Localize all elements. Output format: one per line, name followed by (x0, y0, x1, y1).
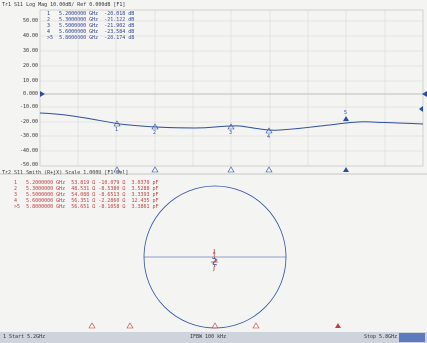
marker-4-icon[interactable] (265, 127, 273, 134)
marker-freq: 5.6000000 GHz (59, 29, 99, 35)
marker-freq: 5.8000000 GHz (59, 35, 99, 41)
marker-resistance: 56.651 Ω (71, 204, 96, 210)
smith-stimulus-marker-1-icon[interactable] (88, 322, 96, 329)
marker-reactance: -8.5380 Ω (98, 186, 126, 192)
marker-readout-2: 2 5.3000000 GHz -21.122 dB (47, 17, 134, 23)
marker-capacitance: 3.0370 pF (131, 180, 159, 186)
marker-resistance: 56.351 Ω (71, 198, 96, 204)
marker-freq: 5.5000000 GHz (26, 192, 66, 198)
smith-stimulus-marker-4-icon[interactable] (252, 322, 260, 329)
marker-tag: 2 (153, 130, 156, 136)
marker-id: 3 (47, 23, 51, 29)
marker-capacitance: 3.3861 pF (131, 204, 159, 210)
y-axis-label: 30.00 (22, 48, 38, 54)
scroll-right-arrow-icon[interactable] (419, 106, 423, 112)
marker-1-icon[interactable] (113, 120, 121, 127)
marker-readout-5: >5 5.8000000 GHz -20.174 dB (47, 35, 134, 41)
marker-freq: 5.2000000 GHz (59, 11, 99, 17)
y-axis-label: 20.00 (22, 63, 38, 69)
marker-tag: 5 (344, 110, 347, 116)
marker-id: >5 (14, 204, 21, 210)
y-axis-label: -50.00 (19, 162, 38, 168)
marker-readout-1: 1 5.2000000 GHz -20.018 dB (47, 11, 134, 17)
marker-freq: 5.3000000 GHz (26, 186, 66, 192)
reference-level-arrow-right-icon[interactable] (422, 91, 427, 97)
smith-stimulus-marker-2-icon[interactable] (126, 322, 134, 329)
smith-stimulus-marker-5-icon[interactable] (335, 323, 341, 328)
status-bar: 1 Start 5.2GHz IFBW 100 kHz Stop 5.8GHz (0, 332, 427, 343)
marker-capacitance: 3.3393 pF (131, 192, 159, 198)
marker-freq: 5.5000000 GHz (59, 23, 99, 29)
marker-2-icon[interactable] (151, 123, 159, 130)
stimulus-marker-2-icon[interactable] (151, 166, 159, 173)
y-axis-label: 10.00 (22, 78, 38, 84)
y-axis-label: 50.00 (22, 18, 38, 24)
marker-value: -21.902 dB (104, 23, 135, 29)
smith-stimulus-marker-3-icon[interactable] (211, 322, 219, 329)
smith-marker-readout-2: 2 5.3000000 GHz 48.531 Ω -8.5380 Ω 3.528… (14, 186, 159, 192)
marker-freq: 5.6000000 GHz (26, 198, 66, 204)
marker-reactance: -8.6513 Ω (98, 192, 126, 198)
marker-readout-3: 3 5.5000000 GHz -21.902 dB (47, 23, 134, 29)
y-axis-label: -10.00 (19, 104, 38, 110)
y-axis-label: 40.00 (22, 33, 38, 39)
smith-marker-readout-4: 4 5.6000000 GHz 56.351 Ω -2.2860 Ω 12.43… (14, 198, 159, 204)
marker-id: 1 (14, 180, 18, 186)
marker-capacitance: 3.5288 pF (131, 186, 159, 192)
marker-freq: 5.3000000 GHz (59, 17, 99, 23)
if-bandwidth[interactable]: IFBW 100 kHz (190, 334, 227, 340)
marker-id: >5 (47, 35, 54, 41)
smith-s11-trace (211, 248, 218, 272)
y-axis-label: -40.00 (19, 148, 38, 154)
y-axis-label: -30.00 (19, 133, 38, 139)
marker-5-active-icon[interactable] (343, 116, 349, 121)
smith-marker-readout-3: 3 5.5000000 GHz 54.088 Ω -8.6513 Ω 3.339… (14, 192, 159, 198)
y-axis-label: -20.00 (19, 119, 38, 125)
stimulus-marker-1-icon[interactable] (113, 166, 121, 173)
marker-value: -20.174 dB (104, 35, 135, 41)
stop-frequency[interactable]: Stop 5.8GHz (364, 334, 398, 340)
smith-marker-readout-1: 1 5.2000000 GHz 53.819 Ω -10.079 Ω 3.037… (14, 180, 159, 186)
marker-value: -20.018 dB (104, 11, 135, 17)
stimulus-marker-3-icon[interactable] (227, 166, 235, 173)
marker-3-icon[interactable] (227, 123, 235, 130)
marker-resistance: 54.088 Ω (71, 192, 96, 198)
marker-reactance: -8.1058 Ω (98, 204, 126, 210)
logmag-plot-frame (39, 9, 424, 167)
marker-value: -23.584 dB (104, 29, 135, 35)
marker-id: 2 (47, 17, 51, 23)
marker-value: -21.122 dB (104, 17, 135, 23)
trace1-header: Tr1 S11 Log Mag 10.00dB/ Ref 0.000dB [F1… (2, 2, 126, 8)
reference-level-arrow-icon[interactable] (40, 91, 45, 97)
stimulus-marker-4-icon[interactable] (265, 166, 273, 173)
marker-tag: 3 (229, 130, 232, 136)
marker-tag: 1 (115, 127, 118, 133)
marker-id: 3 (14, 192, 18, 198)
y-axis-label: 0.000 (22, 91, 38, 97)
marker-reactance: -10.079 Ω (98, 180, 126, 186)
marker-resistance: 48.531 Ω (71, 186, 96, 192)
marker-id: 1 (47, 11, 51, 17)
status-indicator-tab[interactable] (399, 333, 425, 342)
trace2-header: Tr2 S11 Smith (R+jX) Scale 1.000U [F1 De… (2, 170, 129, 176)
s11-logmag-trace (39, 112, 424, 131)
marker-freq: 5.8000000 GHz (26, 204, 66, 210)
marker-resistance: 53.819 Ω (71, 180, 96, 186)
smith-marker-readout-5: >5 5.8000000 GHz 56.651 Ω -8.1058 Ω 3.38… (14, 204, 159, 210)
marker-id: 2 (14, 186, 18, 192)
start-frequency[interactable]: 1 Start 5.2GHz (3, 334, 46, 340)
marker-reactance: -2.2860 Ω (98, 198, 126, 204)
marker-id: 4 (47, 29, 51, 35)
logmag-grid (40, 10, 423, 166)
marker-tag: 4 (267, 134, 270, 140)
marker-id: 4 (14, 198, 18, 204)
marker-capacitance: 12.435 pF (131, 198, 159, 204)
stimulus-marker-5-icon[interactable] (343, 167, 349, 172)
marker-freq: 5.2000000 GHz (26, 180, 66, 186)
marker-readout-4: 4 5.6000000 GHz -23.584 dB (47, 29, 134, 35)
